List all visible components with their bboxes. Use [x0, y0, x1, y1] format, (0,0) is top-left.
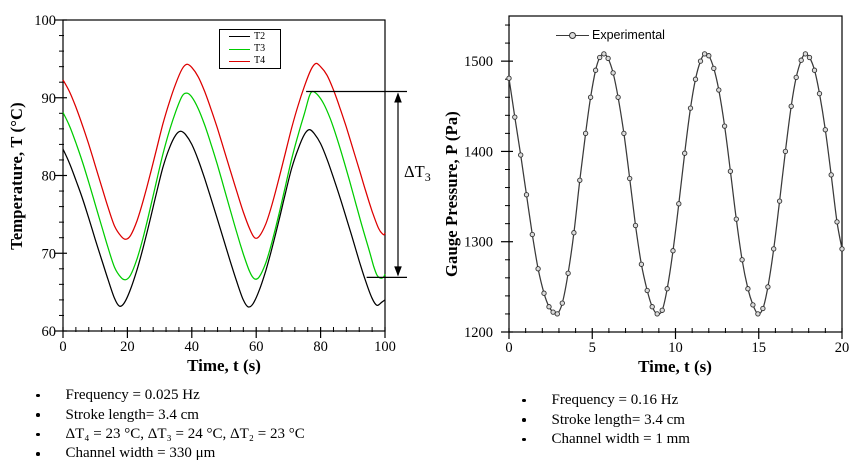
x-tick-label: 0 [505, 340, 512, 356]
note-row: Channel width = 1 mm [516, 430, 690, 449]
note-item: Channel width = 330 μm [65, 445, 216, 462]
y-tick-label: 1300 [464, 235, 493, 251]
y-tick-label: 60 [42, 324, 57, 340]
marker-circle-icon [569, 32, 576, 39]
x-tick-label: 5 [589, 340, 596, 356]
y-tick-label: 70 [42, 246, 57, 262]
temperature-plot: 0 20 40 60 80 100 60 70 80 90 100 [34, 13, 407, 355]
y-tick-label: 1500 [464, 54, 493, 70]
temperature-y-axis-title: Temperature, T (°C) [7, 102, 26, 250]
note-item: Frequency = 0.16 Hz [551, 392, 679, 409]
legend-entry-t3: T3 [220, 44, 280, 55]
delta-t3-annotation [306, 90, 407, 278]
pressure-y-axis-title: Gauge Pressure, P (Pa) [442, 110, 461, 278]
pressure-x-axis-title: Time, t (s) [638, 357, 712, 376]
note-item: Channel width = 1 mm [551, 430, 690, 447]
series-T4 [62, 62, 386, 240]
y-tick-label: 100 [34, 13, 56, 29]
y-tick-label: 1200 [464, 325, 493, 341]
y-axis: 60 70 80 90 100 [34, 13, 67, 340]
note-row: Stroke length= 3.4 cm [30, 405, 305, 424]
temperature-notes: Frequency = 0.025 Hz Stroke length= 3.4 … [30, 386, 305, 464]
bullet-icon [522, 437, 526, 442]
bullet-icon [36, 452, 40, 456]
legend-label-t2: T2 [254, 30, 266, 42]
bullet-icon [522, 398, 526, 403]
x-tick-label: 80 [313, 339, 328, 355]
x-axis: 0 20 40 60 80 100 [59, 327, 396, 355]
pressure-notes: Frequency = 0.16 Hz Stroke length= 3.4 c… [516, 391, 690, 449]
y-tick-label: 90 [42, 91, 57, 107]
note-row: Frequency = 0.025 Hz [30, 386, 305, 405]
t3-line-swatch [229, 48, 250, 50]
x-tick-label: 100 [374, 339, 396, 355]
note-row: Stroke length= 3.4 cm [516, 410, 690, 429]
series-T3 [62, 90, 386, 281]
x-tick-label: 40 [185, 339, 200, 355]
y-axis: 1200 1300 1400 1500 [464, 24, 513, 341]
bullet-icon [522, 418, 526, 422]
delta-t-text: ΔT [404, 162, 425, 181]
x-tick-label: 60 [249, 339, 264, 355]
note-row: ΔT₄ = 23 °C, ΔT₃ = 24 °C, ΔT₂ = 23 °C [30, 425, 305, 444]
y-tick-label: 1400 [464, 144, 493, 160]
note-item: Stroke length= 3.4 cm [65, 406, 199, 423]
bullet-icon [36, 432, 40, 437]
x-tick-label: 10 [668, 340, 683, 356]
series-Experimental [508, 52, 843, 316]
note-item: ΔT₄ = 23 °C, ΔT₃ = 24 °C, ΔT₂ = 23 °C [65, 425, 305, 442]
bullet-icon [36, 413, 40, 417]
note-row: Channel width = 330 μm [30, 444, 305, 463]
t4-line-swatch [229, 60, 250, 62]
pressure-plot: 0 5 10 15 20 1200 1300 1400 1500 [464, 15, 849, 356]
x-tick-label: 15 [752, 340, 767, 356]
delta-t-subscript: 3 [424, 170, 431, 184]
series-T2 [62, 128, 386, 308]
x-tick-label: 20 [835, 340, 850, 356]
experimental-line-swatch [556, 32, 589, 39]
x-axis: 0 5 10 15 20 [505, 328, 849, 356]
temperature-legend: T2 T3 T4 [219, 29, 281, 69]
legend-label-t4: T4 [254, 55, 266, 67]
legend-entry-t2: T2 [220, 31, 280, 42]
x-tick-label: 20 [120, 339, 135, 355]
pressure-legend: Experimental [556, 28, 665, 42]
plot-frame [508, 15, 843, 333]
delta-t3-annotation-label: ΔT3 [404, 162, 431, 184]
note-item: Frequency = 0.025 Hz [65, 387, 200, 404]
legend-label-experimental: Experimental [592, 28, 665, 42]
t2-line-swatch [229, 36, 250, 38]
note-row: Frequency = 0.16 Hz [516, 391, 690, 410]
x-tick-label: 0 [59, 339, 66, 355]
temperature-x-axis-title: Time, t (s) [187, 356, 261, 375]
bullet-icon [36, 393, 40, 398]
note-item: Stroke length= 3.4 cm [551, 411, 685, 428]
legend-entry-t4: T4 [220, 56, 280, 67]
data-markers [506, 51, 845, 317]
legend-label-t3: T3 [254, 43, 266, 54]
y-tick-label: 80 [42, 169, 57, 185]
